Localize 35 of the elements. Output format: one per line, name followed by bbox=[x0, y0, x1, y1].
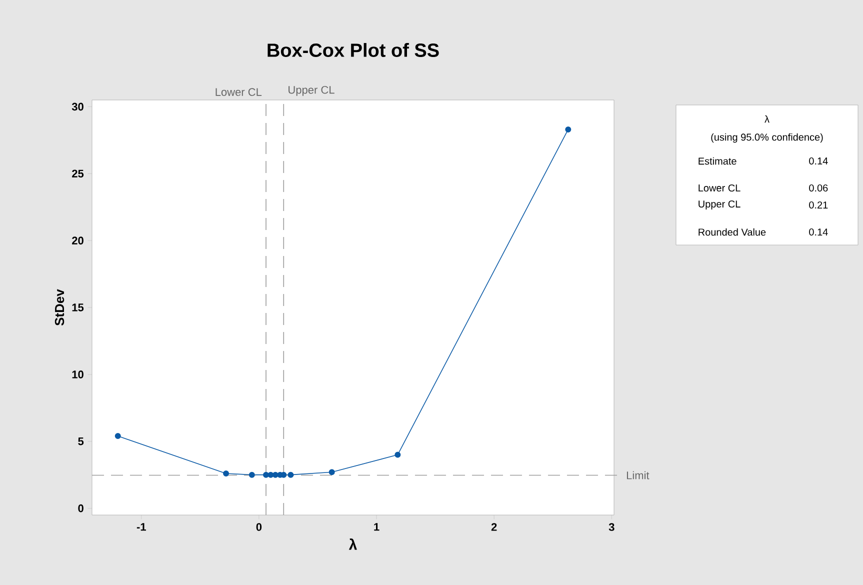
x-tick-label: 1 bbox=[374, 523, 380, 531]
point bbox=[328, 469, 335, 476]
chart-title: Box-Cox Plot of SS bbox=[268, 43, 439, 57]
x-tick-label: 3 bbox=[608, 523, 614, 531]
text: Lower CL bbox=[698, 184, 740, 192]
y-tick-label: 25 bbox=[72, 170, 84, 178]
y-axis-title: StDev bbox=[54, 289, 64, 326]
y-tick-label: 5 bbox=[78, 438, 84, 446]
text: Upper CL bbox=[698, 200, 740, 210]
x-tick-label: -1 bbox=[136, 523, 146, 531]
text: 0.21 bbox=[809, 201, 828, 209]
point bbox=[565, 126, 572, 132]
x-tick-label: 2 bbox=[491, 523, 497, 531]
ref-line-label: Upper CL bbox=[288, 86, 334, 96]
text: Rounded Value bbox=[698, 228, 766, 236]
point bbox=[114, 433, 121, 440]
y-tick-label: 0 bbox=[78, 504, 84, 512]
point bbox=[223, 470, 230, 476]
y-tick-label: 20 bbox=[72, 236, 84, 244]
y-tick-label: 10 bbox=[72, 370, 84, 378]
ref-line-label: Limit bbox=[626, 471, 650, 480]
y-tick-label: 15 bbox=[72, 304, 84, 312]
point bbox=[248, 472, 255, 478]
x-axis-title: λ bbox=[348, 538, 357, 550]
ref-line-label: Lower CL bbox=[216, 88, 262, 96]
x-tick-label: 0 bbox=[256, 523, 262, 531]
text: λ bbox=[764, 115, 770, 123]
text: (using 95.0% confidence) bbox=[711, 133, 823, 143]
y-tick-label: 30 bbox=[72, 102, 84, 111]
text: Estimate bbox=[698, 157, 736, 165]
point bbox=[288, 472, 294, 478]
point bbox=[394, 452, 401, 458]
text: 0.14 bbox=[809, 228, 828, 236]
text: 0.06 bbox=[809, 184, 828, 192]
text: 0.14 bbox=[809, 157, 828, 165]
